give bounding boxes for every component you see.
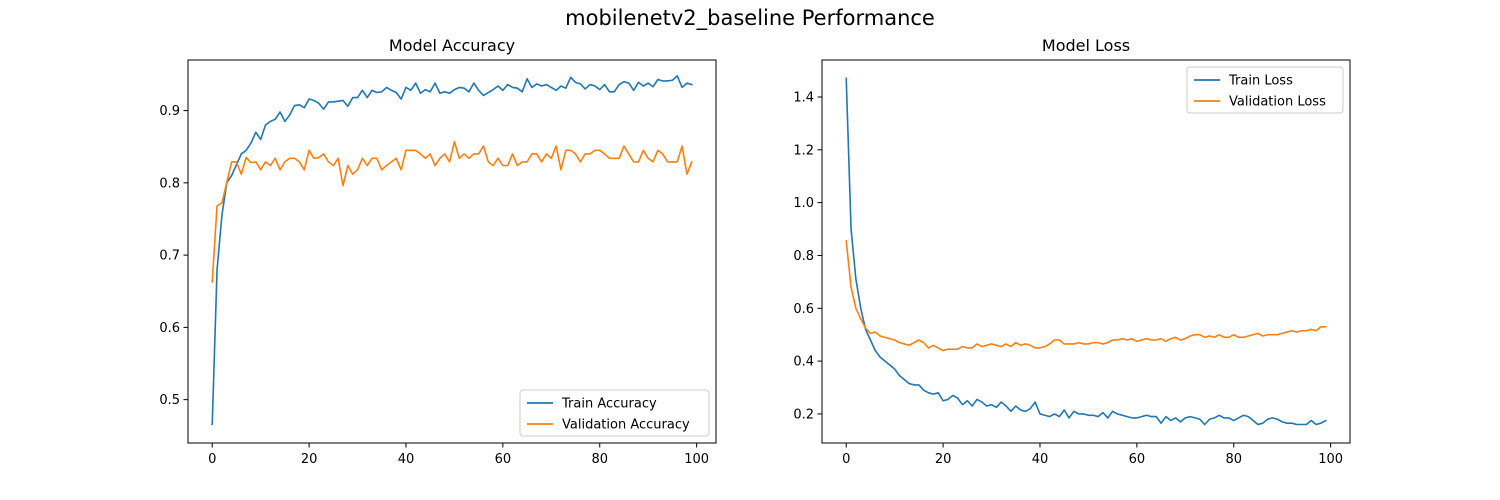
loss-plot-ytick-label: 1.4 <box>793 90 814 105</box>
accuracy-plot-series-line-1 <box>211 75 693 426</box>
accuracy-plot-ticks: 0 20 40 60 80 100 0.5 0.6 0.7 0.8 0.9 <box>159 104 709 467</box>
accuracy-plot-xtick-label: 40 <box>398 452 415 467</box>
loss-plot-ytick-label: 0.4 <box>793 355 814 370</box>
accuracy-plot-legend-label: Train Accuracy <box>561 397 657 412</box>
figure-title: mobilenetv2_baseline Performance <box>565 6 935 31</box>
loss-plot-xtick-label: 60 <box>1129 452 1146 467</box>
accuracy-plot-xtick-label: 0 <box>208 452 216 467</box>
loss-plot-xtick-label: 100 <box>1318 452 1343 467</box>
loss-plot-series-line-1 <box>845 77 1327 426</box>
loss-plot-xtick-label: 0 <box>842 452 850 467</box>
loss-plot-ytick-label: 0.2 <box>793 407 814 422</box>
accuracy-plot-series-line-2 <box>211 140 693 283</box>
loss-plot-ytick-label: 1.2 <box>793 143 814 158</box>
accuracy-plot-ytick-label: 0.9 <box>159 104 180 119</box>
accuracy-plot-legend-box <box>519 389 710 437</box>
loss-plot-ticks: 0 20 40 60 80 100 0.2 0.4 0.6 0.8 1.0 1.2 1.4 <box>793 90 1343 467</box>
loss-plot-title: Model Loss <box>1042 36 1130 55</box>
loss-plot-legend-label: Train Loss <box>1228 74 1293 89</box>
accuracy-plot-lines <box>211 75 693 426</box>
loss-plot-lines <box>845 77 1327 426</box>
loss-plot-xtick-label: 40 <box>1032 452 1049 467</box>
accuracy-plot-xtick-label: 80 <box>591 452 608 467</box>
accuracy-plot-ytick-label: 0.6 <box>159 321 180 336</box>
accuracy-plot-title: Model Accuracy <box>389 36 515 55</box>
loss-plot-ytick-label: 0.6 <box>793 302 814 317</box>
loss-plot-xtick-label: 80 <box>1225 452 1242 467</box>
loss-plot-ytick-label: 1.0 <box>793 196 814 211</box>
loss-plot: Model Loss 0 20 40 60 80 100 0.2 0.4 0.6 0.8 1.0 1.… <box>793 36 1351 467</box>
loss-plot-ytick-label: 0.8 <box>793 249 814 264</box>
accuracy-plot: Model Accuracy 0 20 40 60 80 1000.50.60.70.80… <box>159 36 717 467</box>
loss-plot-legend-box <box>1186 66 1344 114</box>
accuracy-plot-xtick-label: 100 <box>684 452 709 467</box>
accuracy-plot-legend: Train Accuracy Validation Accuracy <box>519 389 710 437</box>
loss-plot-xtick-label: 20 <box>935 452 952 467</box>
accuracy-plot-ytick-label: 0.8 <box>159 176 180 191</box>
loss-plot-frame <box>821 59 1351 444</box>
accuracy-plot-legend-label: Validation Accuracy <box>562 418 690 433</box>
loss-plot-legend-label: Validation Loss <box>1229 95 1326 110</box>
loss-plot-legend: Train Loss Validation Loss <box>1186 66 1344 114</box>
accuracy-plot-xtick-label: 20 <box>301 452 318 467</box>
accuracy-plot-xtick-label: 60 <box>495 452 512 467</box>
accuracy-plot-ytick-label: 0.5 <box>159 393 180 408</box>
loss-plot-series-line-2 <box>845 240 1327 352</box>
accuracy-plot-frame <box>187 59 717 444</box>
accuracy-plot-ytick-label: 0.7 <box>159 249 180 264</box>
